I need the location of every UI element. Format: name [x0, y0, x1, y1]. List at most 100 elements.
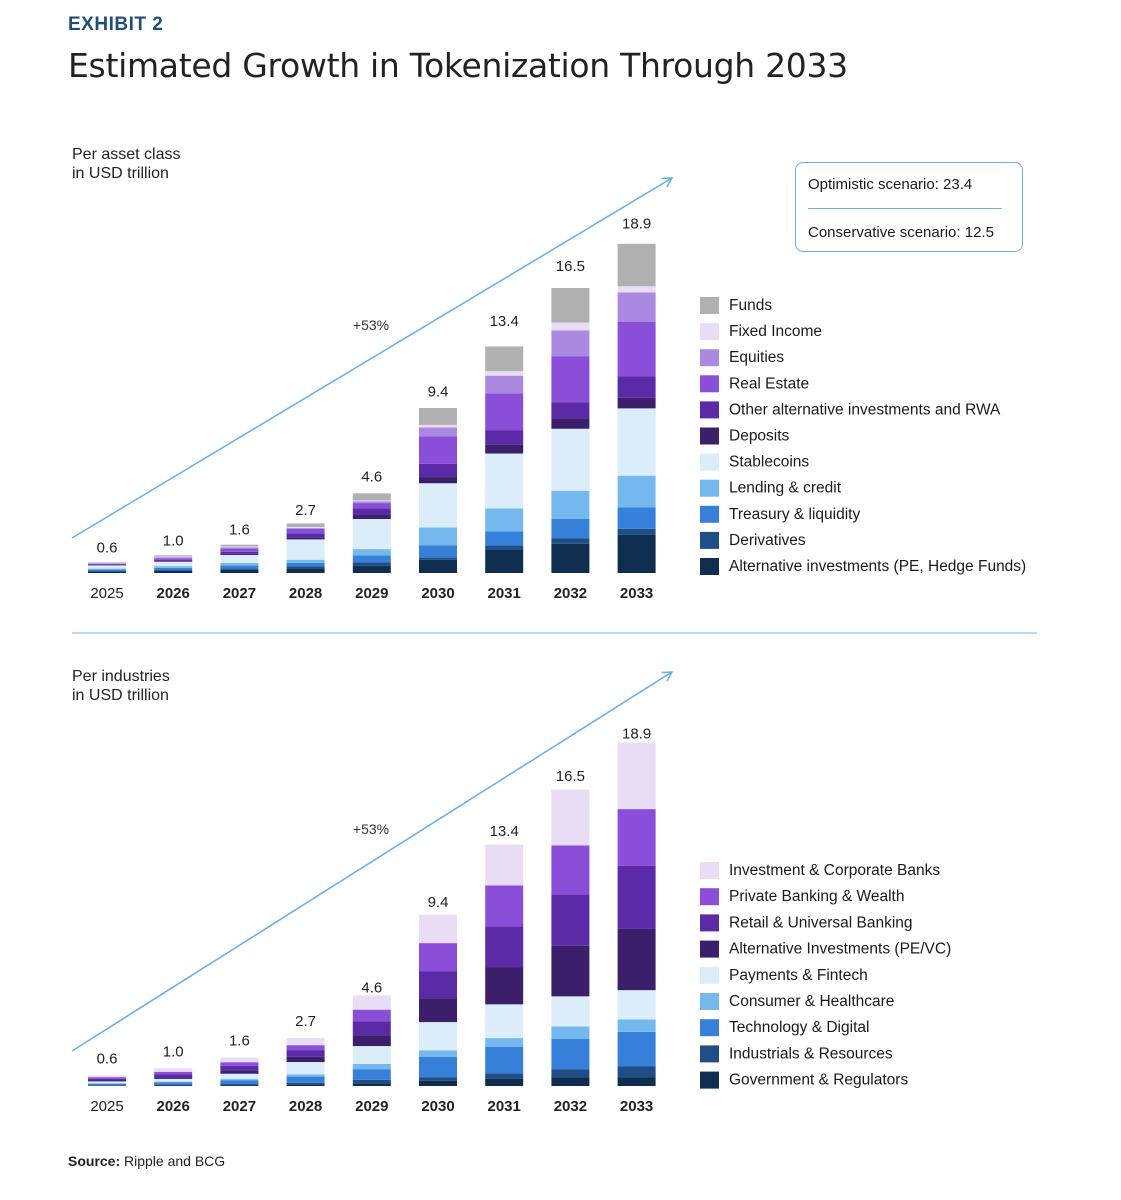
chart1-bar-segment: [352, 555, 391, 563]
chart1-bar-segment: [154, 566, 193, 568]
chart1-bar-segment: [154, 567, 193, 570]
chart2-bar-segment: [485, 1046, 524, 1074]
chart2-bar-segment: [88, 1083, 126, 1084]
source-label: Source:: [68, 1153, 121, 1169]
chart1-bar-segment: [419, 408, 457, 425]
chart1-bar-segment: [551, 490, 590, 520]
chart2-bar-segment: [154, 1085, 193, 1086]
chart1-bar-segment: [551, 322, 590, 331]
chart2-total-label: 2.7: [295, 1013, 316, 1030]
legend-swatch: [700, 1045, 719, 1063]
chart2-bar-segment: [220, 1080, 259, 1085]
chart1-bar-segment: [485, 371, 524, 376]
chart2-bar-segment: [352, 1063, 391, 1070]
chart2-bar-segment: [286, 1082, 325, 1085]
chart1-bar-segment: [419, 557, 457, 560]
chart2-bar-segment: [220, 1073, 259, 1080]
chart1-bar-segment: [551, 330, 590, 357]
legend-label: Technology & Digital: [729, 1019, 869, 1036]
chart2-bar-segment: [485, 1078, 524, 1086]
chart2-bar-segment: [220, 1070, 259, 1074]
chart2-bar-segment: [286, 1056, 325, 1063]
legend-label: Derivatives: [729, 532, 806, 549]
chart1-year-label: 2026: [157, 585, 190, 602]
chart1-bar-segment: [352, 565, 391, 573]
legend-label: Private Banking & Wealth: [729, 888, 904, 905]
scenario-box: Optimistic scenario: 23.4 Conservative s…: [795, 162, 1023, 252]
chart1-bar-segment: [88, 563, 126, 565]
chart1-bar-segment: [286, 559, 325, 563]
chart2-bar-segment: [286, 1076, 325, 1083]
chart1-bar-segment: [220, 562, 259, 566]
legend-label: Lending & credit: [729, 480, 842, 497]
chart1-bar-segment: [551, 428, 590, 491]
chart1-bar-segment: [617, 292, 656, 322]
chart2-total-label: 9.4: [428, 894, 449, 911]
chart2-bar-segment: [352, 1046, 391, 1064]
chart2-growth-arrow: [71, 671, 674, 1052]
chart2-bar-segment: [551, 789, 590, 846]
chart1-bar-segment: [154, 561, 193, 567]
legend-label: Fixed Income: [729, 323, 822, 340]
chart1-bar-segment: [220, 546, 259, 548]
chart1-bar-segment: [88, 562, 126, 563]
legend-label: Other alternative investments and RWA: [729, 401, 1001, 418]
chart1-bar-segment: [88, 568, 126, 570]
chart2-year-label: 2031: [488, 1098, 521, 1115]
chart2-bar-segment: [154, 1071, 193, 1075]
chart1-bar-segment: [485, 375, 524, 394]
chart1-bar-segment: [551, 418, 590, 429]
chart2-bar-segment: [88, 1083, 126, 1086]
chart1-year-label: 2033: [620, 585, 653, 602]
chart1-bar-segment: [220, 554, 259, 563]
chart1-growth-label: +53%: [353, 317, 389, 333]
chart2-total-label: 13.4: [490, 823, 519, 840]
chart1-bar-segment: [286, 537, 325, 540]
chart1-bar-segment: [88, 569, 126, 572]
chart2-bar-segment: [286, 1050, 325, 1057]
legend-label: Treasury & liquidity: [729, 506, 860, 523]
chart1-bar-segment: [419, 477, 457, 484]
chart2-bar-segment: [485, 1038, 524, 1047]
chart1-bar-segment: [485, 545, 524, 550]
chart2-bar-segment: [617, 928, 656, 991]
legend-label: Equities: [729, 349, 784, 366]
chart1-bar-segment: [419, 463, 457, 478]
chart2-bar-segment: [88, 1075, 126, 1078]
chart1-bar-segment: [419, 527, 457, 546]
chart2-bar-segment: [485, 967, 524, 1005]
chart1-bar-segment: [419, 545, 457, 558]
chart1-total-label: 1.0: [163, 532, 184, 549]
chart1-bar-segment: [352, 549, 391, 556]
legend-swatch: [700, 940, 719, 958]
chart1-bar-segment: [286, 526, 325, 529]
chart1-bar-segment: [154, 557, 193, 559]
chart2-bar-segment: [88, 1080, 126, 1082]
chart1-bar-segment: [617, 534, 656, 573]
chart2-bar-segment: [88, 1077, 126, 1079]
chart2-bar-segment: [154, 1082, 193, 1085]
chart2-bar-segment: [220, 1065, 259, 1071]
legend-swatch: [700, 966, 719, 984]
legend-label: Stablecoins: [729, 454, 809, 471]
chart2-year-label: 2030: [421, 1098, 454, 1115]
chart2-bar-segment: [154, 1081, 193, 1083]
chart1-subtitle: Per asset class in USD trillion: [72, 145, 180, 183]
chart2-bar-segment: [419, 914, 457, 944]
chart1-bar-segment: [220, 551, 259, 554]
legend-swatch: [700, 993, 719, 1010]
chart1-total-label: 13.4: [490, 313, 519, 330]
legend-swatch: [700, 427, 719, 445]
chart2-bar-segment: [485, 885, 524, 927]
chart1-bar-segment: [551, 402, 590, 419]
legend-swatch: [700, 401, 719, 419]
conservative-scenario: Conservative scenario: 12.5: [808, 224, 994, 241]
chart1-total-label: 1.6: [229, 522, 250, 539]
chart2-subtitle: Per industries in USD trillion: [72, 667, 170, 705]
chart1-bar-segment: [286, 539, 325, 560]
legend-swatch: [700, 888, 719, 906]
chart1-total-label: 0.6: [97, 539, 118, 556]
chart2-bar-segment: [419, 998, 457, 1023]
chart2-bar-segment: [352, 1083, 391, 1086]
chart1-year-label: 2025: [90, 585, 123, 602]
